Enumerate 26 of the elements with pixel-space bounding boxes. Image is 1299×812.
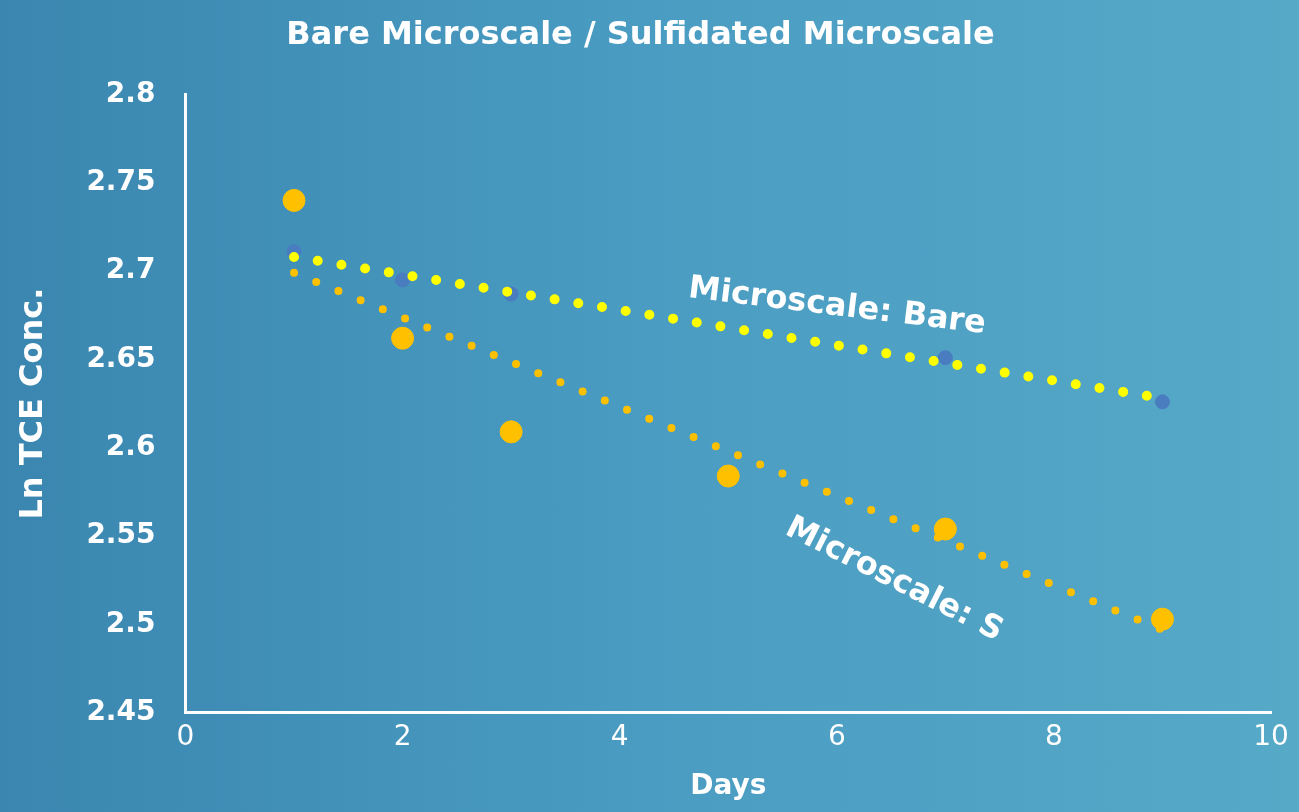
point [1150, 607, 1174, 631]
point [1154, 394, 1170, 410]
x-tick-label: 6 [827, 718, 846, 752]
x-tick-label: 0 [176, 718, 195, 752]
y-tick-label: 2.55 [86, 517, 156, 551]
point [499, 420, 523, 444]
x-axis-title: Days [690, 768, 767, 802]
y-tick-label: 2.65 [86, 340, 156, 374]
x-tick-label: 8 [1044, 718, 1063, 752]
x-tick-label: 4 [610, 718, 629, 752]
text: Microscale: Bare [686, 267, 989, 342]
point [395, 272, 411, 288]
y-tick-label: 2.45 [86, 694, 156, 728]
y-tick-label: 2.6 [105, 429, 156, 463]
y-tick-label: 2.75 [86, 164, 156, 198]
x-tick-label: 10 [1253, 718, 1289, 752]
chart-title: Bare Microscale / Sulfidated Microscale [286, 13, 995, 52]
y-tick-label: 2.7 [105, 252, 156, 286]
y-axis-title: Ln TCE Conc. [11, 287, 50, 520]
x-tick-label: 2 [393, 718, 412, 752]
point [937, 350, 953, 366]
y-tick-label: 2.8 [105, 75, 156, 109]
y-tick-label: 2.5 [105, 605, 156, 639]
point [282, 188, 306, 212]
point [391, 326, 415, 350]
point [716, 464, 740, 488]
